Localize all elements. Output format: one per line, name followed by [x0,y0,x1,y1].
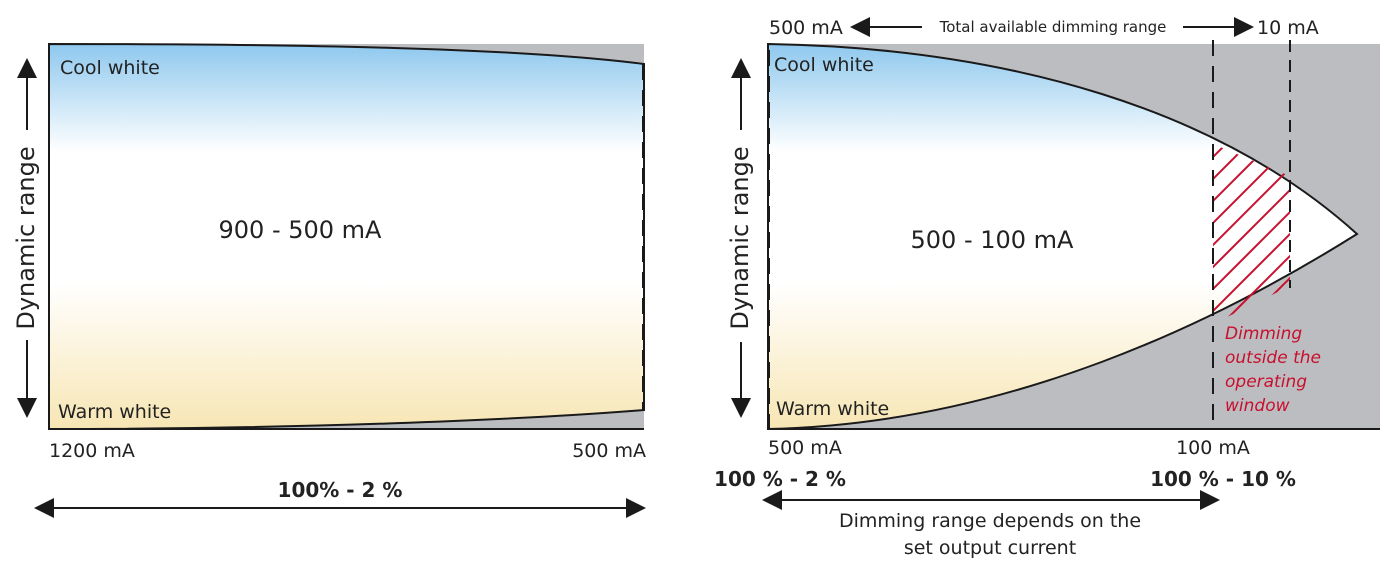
right-panel: Dynamic range Cool white Warm white 500 … [714,17,1380,559]
outside-window-line-3: operating [1225,372,1307,392]
range-note-line-2: set output current [904,537,1076,559]
left-x-start-label: 1200 mA [49,440,135,462]
range-note-line-1: Dimming range depends on the [839,510,1141,532]
outside-window-line-1: Dimming [1225,324,1302,344]
right-top-left-value: 500 mA [769,17,843,39]
left-range-label: 100% - 2 % [278,478,403,502]
right-pct-start-label: 100 % - 2 % [714,467,846,491]
right-pct-mid-label: 100 % - 10 % [1150,467,1296,491]
right-cool-white-label: Cool white [774,54,874,76]
left-panel: Dynamic range Cool white Warm white 900 … [12,42,646,518]
right-x-start-label: 500 mA [768,437,842,459]
total-range-label: Total available dimming range [939,18,1167,36]
right-axis-label: Dynamic range [726,146,754,329]
outside-window-line-2: outside the [1225,348,1321,368]
left-center-label: 900 - 500 mA [219,216,383,244]
left-cool-white-label: Cool white [60,57,160,79]
right-light-area [767,42,1359,431]
right-x-mid-label: 100 mA [1176,437,1250,459]
right-center-label: 500 - 100 mA [911,226,1075,254]
left-axis-label: Dynamic range [12,146,40,329]
outside-window-line-4: window [1225,396,1290,416]
left-x-end-label: 500 mA [572,440,646,462]
right-top-right-value: 10 mA [1257,17,1319,39]
right-warm-white-label: Warm white [776,398,889,420]
left-warm-white-label: Warm white [58,401,171,423]
